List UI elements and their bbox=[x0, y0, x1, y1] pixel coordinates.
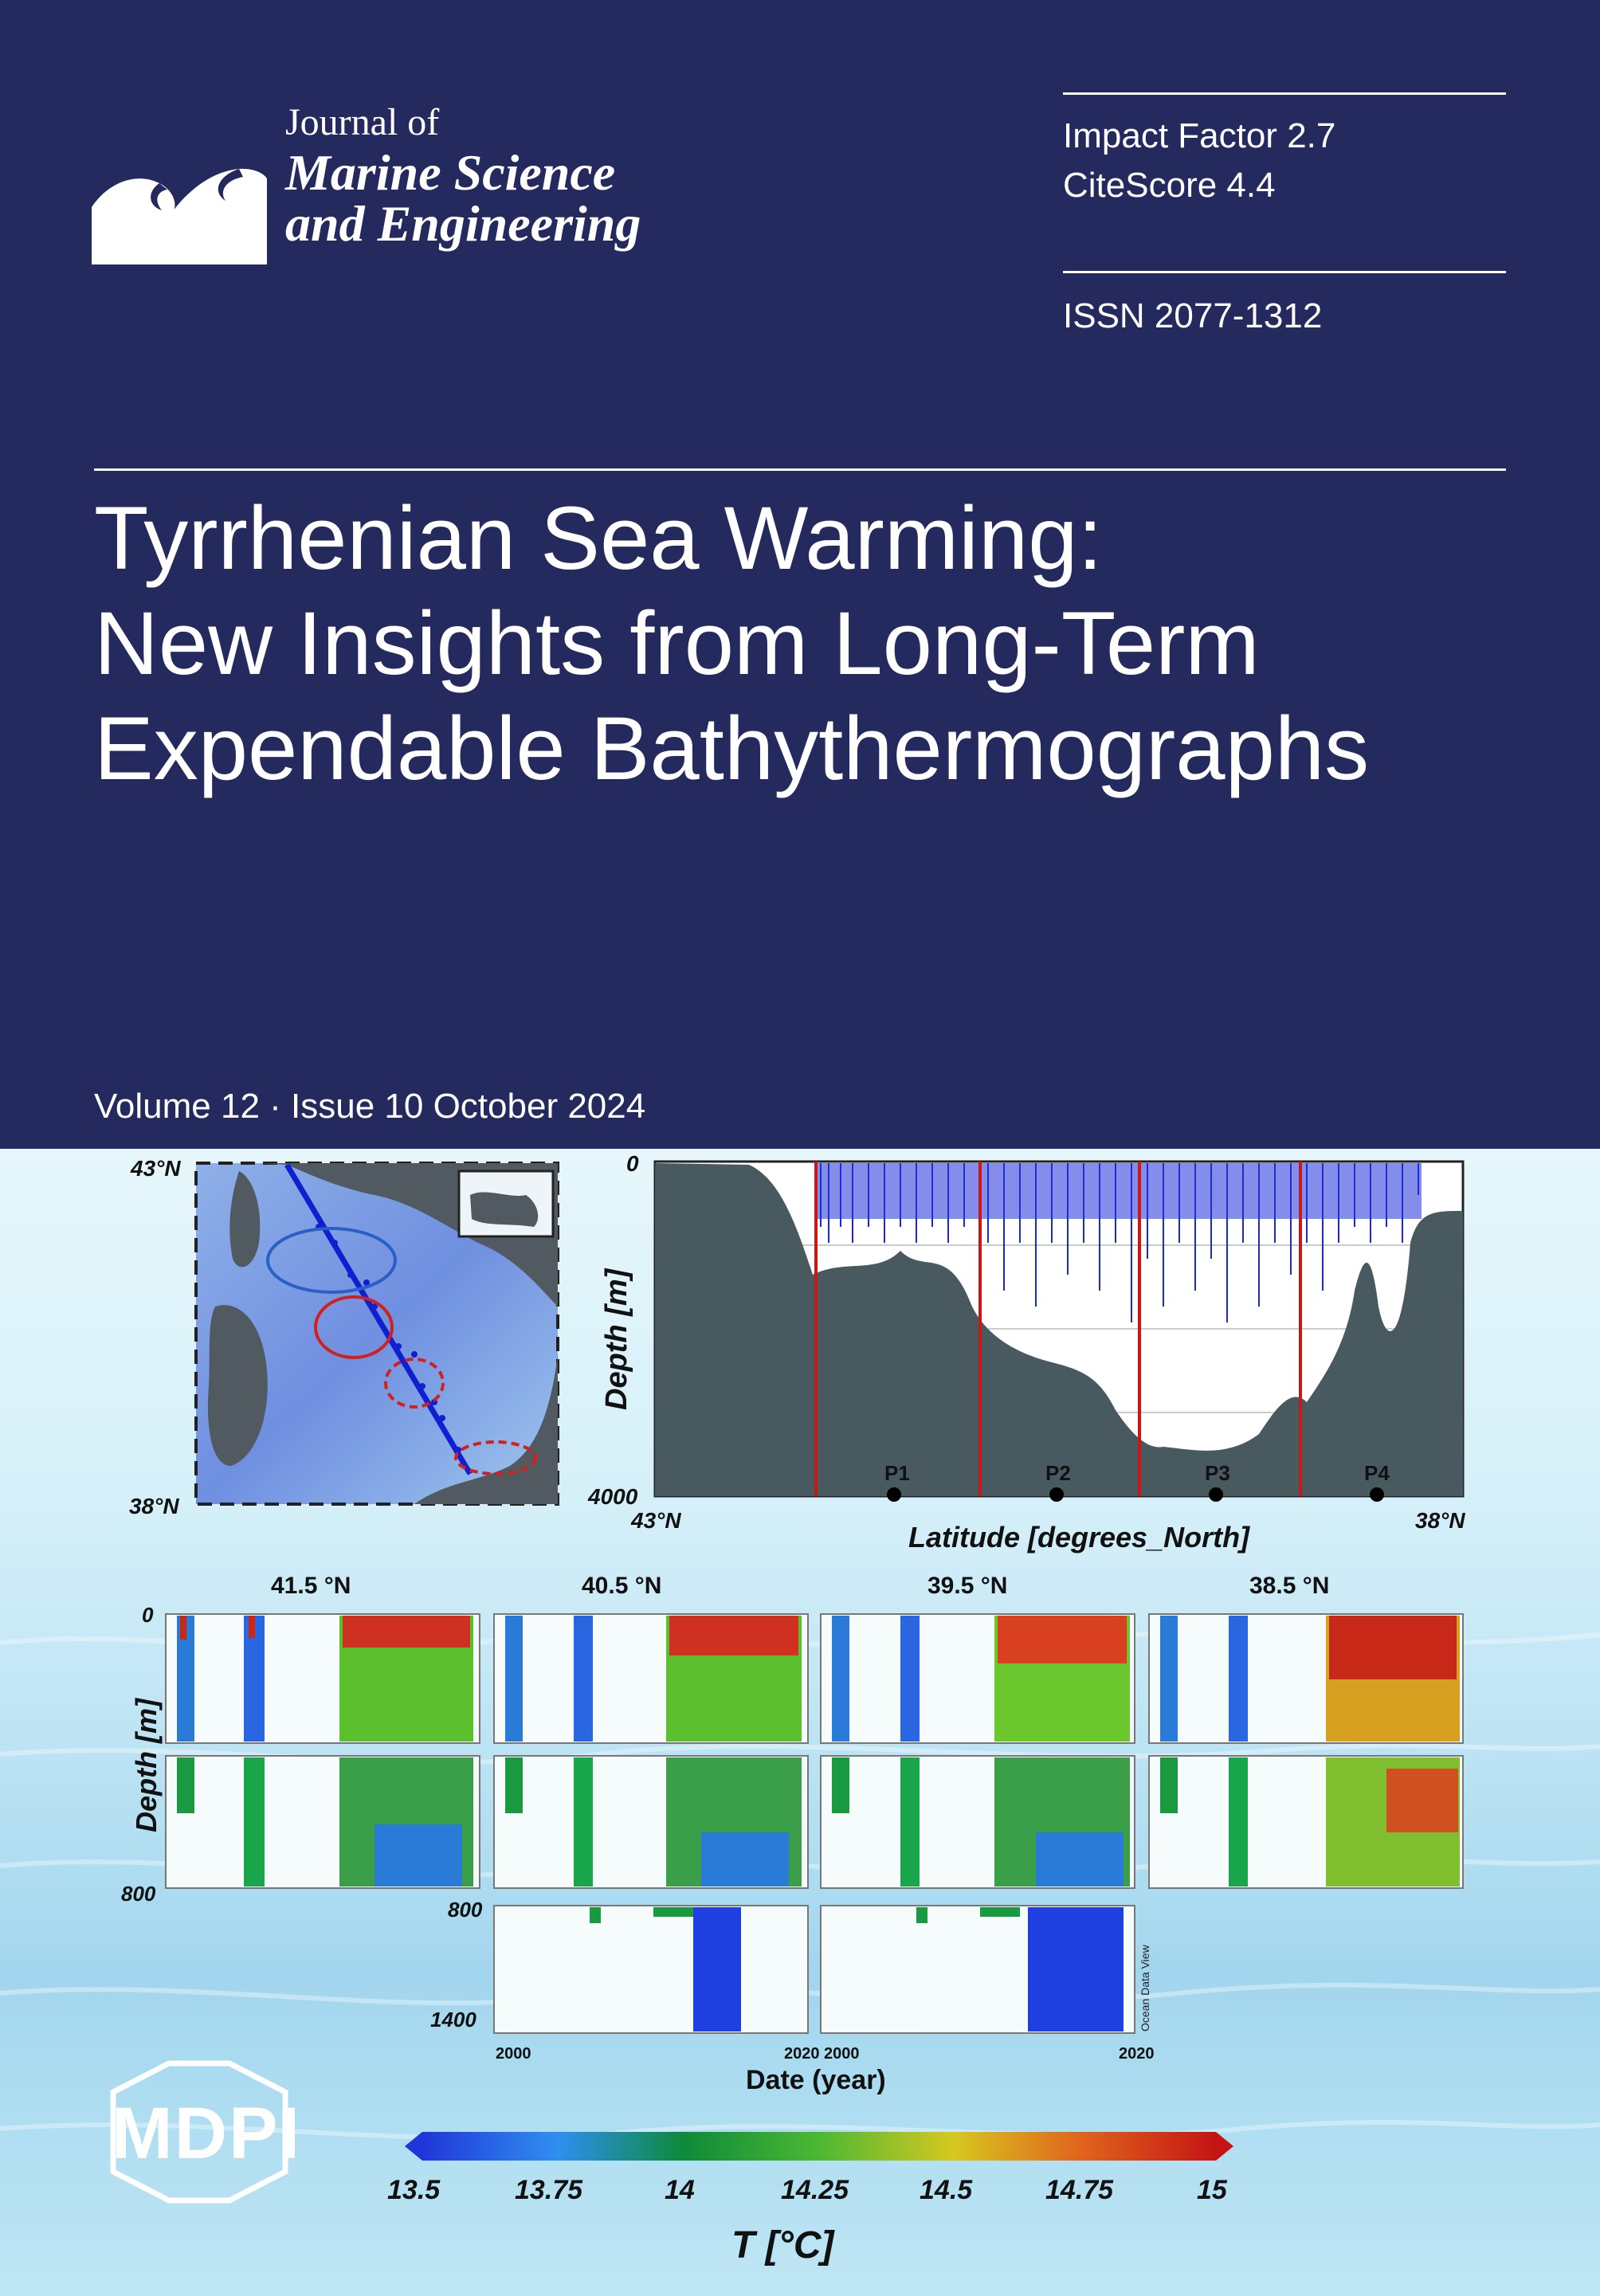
issue-info: Volume 12 · Issue 10 October 2024 bbox=[94, 1087, 646, 1126]
citescore: CiteScore 4.4 bbox=[1063, 166, 1276, 205]
panel-title-1: 41.5 °N bbox=[271, 1573, 351, 1599]
panels-ytick-800b: 800 bbox=[448, 1898, 483, 1922]
panels-ytick-0: 0 bbox=[142, 1603, 154, 1627]
section-plot bbox=[653, 1160, 1465, 1502]
panels-xtick-2020a: 2020 bbox=[784, 2045, 820, 2063]
panels-ytick-1400: 1400 bbox=[430, 2008, 476, 2032]
panels-ylabel: Depth [m] bbox=[130, 1698, 163, 1832]
panels-ytick-800: 800 bbox=[121, 1882, 156, 1906]
article-title: Tyrrhenian Sea Warming: New Insights fro… bbox=[94, 486, 1568, 801]
journal-name-line2: Marine Science bbox=[285, 144, 616, 201]
map-lat-bottom: 38°N bbox=[129, 1494, 179, 1518]
journal-name-line1: Journal of bbox=[285, 101, 440, 143]
panels-xlabel: Date (year) bbox=[746, 2065, 886, 2095]
section-point-p4: P4 bbox=[1364, 1461, 1390, 1485]
section-point-p3: P3 bbox=[1205, 1461, 1230, 1485]
section-xtick-left: 43°N bbox=[630, 1508, 681, 1533]
colorbar-tick-1: 13.5 bbox=[387, 2175, 441, 2205]
colorbar-tick-4: 14.25 bbox=[781, 2175, 849, 2205]
section-xtick-right: 38°N bbox=[1415, 1508, 1465, 1533]
panels-xtick-2020b: 2020 bbox=[1119, 2045, 1155, 2063]
journal-name-line3: and Engineering bbox=[285, 195, 641, 252]
panels-xtick-2000a: 2000 bbox=[496, 2045, 531, 2063]
issn: ISSN 2077-1312 bbox=[1063, 296, 1323, 335]
colorbar bbox=[405, 2132, 1233, 2161]
panel-title-2: 40.5 °N bbox=[582, 1573, 661, 1599]
section-xlabel: Latitude [degrees_North] bbox=[908, 1521, 1250, 1554]
colorbar-tick-6: 14.75 bbox=[1045, 2175, 1114, 2205]
section-ytick-bottom: 4000 bbox=[587, 1484, 638, 1509]
mdpi-logo-icon bbox=[110, 2060, 288, 2204]
article-title-line1: Tyrrhenian Sea Warming: bbox=[94, 488, 1103, 588]
impact-factor: Impact Factor 2.7 bbox=[1063, 116, 1336, 155]
panel-title-4: 38.5 °N bbox=[1249, 1573, 1329, 1599]
divider-top bbox=[1063, 92, 1506, 95]
article-title-line3: Expendable Bathythermographs bbox=[94, 699, 1370, 798]
divider-title bbox=[94, 468, 1506, 471]
colorbar-tick-3: 14 bbox=[665, 2175, 695, 2205]
mdpi-logo-text: MDPI bbox=[112, 2093, 301, 2174]
colorbar-tick-2: 13.75 bbox=[515, 2175, 583, 2205]
map-lat-top: 43°N bbox=[130, 1156, 181, 1181]
colorbar-tick-7: 15 bbox=[1197, 2175, 1228, 2205]
section-ylabel: Depth [m] bbox=[600, 1268, 633, 1410]
colorbar-tick-5: 14.5 bbox=[920, 2175, 973, 2205]
timeseries-panels bbox=[165, 1613, 1464, 2034]
wave-logo-icon bbox=[92, 168, 267, 264]
article-title-line2: New Insights from Long-Term bbox=[94, 594, 1260, 693]
section-point-p2: P2 bbox=[1045, 1461, 1071, 1485]
panels-xtick-2000b: 2000 bbox=[824, 2045, 860, 2063]
panel-title-3: 39.5 °N bbox=[927, 1573, 1007, 1599]
ocean-data-view-watermark: Ocean Data View bbox=[1139, 1944, 1151, 2032]
colorbar-label: T [°C] bbox=[731, 2224, 836, 2267]
section-ytick-top: 0 bbox=[626, 1151, 639, 1176]
divider-middle bbox=[1063, 271, 1506, 273]
section-point-p1: P1 bbox=[884, 1461, 910, 1485]
map-panel bbox=[194, 1162, 559, 1506]
